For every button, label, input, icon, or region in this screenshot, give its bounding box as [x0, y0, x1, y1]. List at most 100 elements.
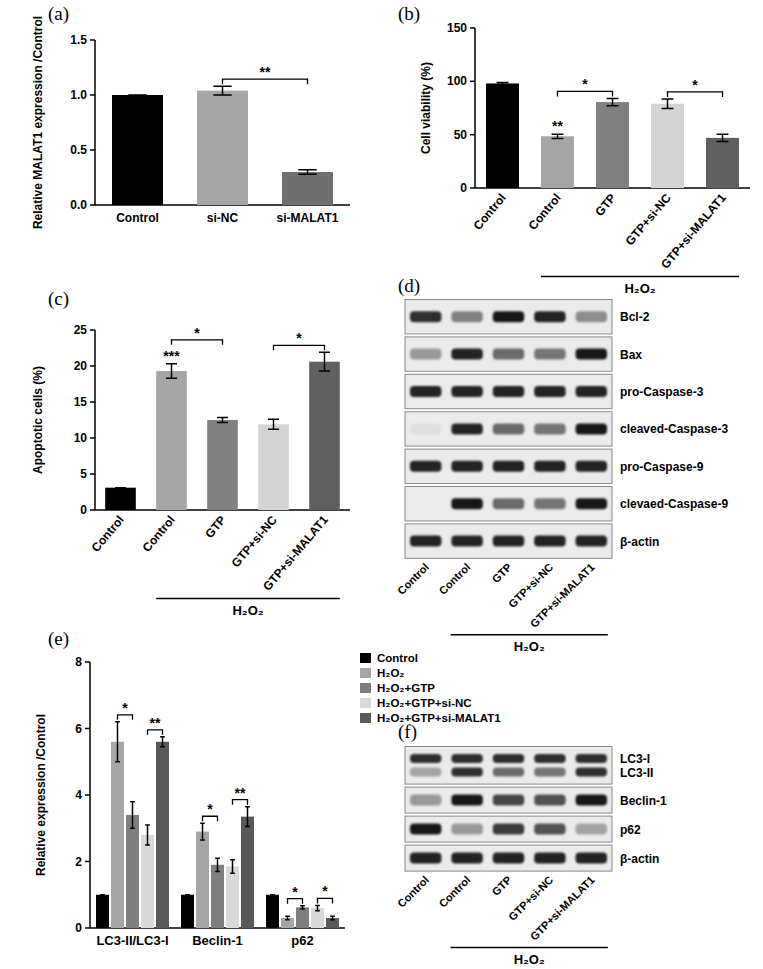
y-tick-label: 50: [454, 128, 468, 142]
blot-band: [493, 498, 524, 509]
category-label: GTP+si-NC: [229, 513, 280, 571]
blot-band: [451, 311, 482, 322]
bar: [296, 907, 309, 928]
legend-swatch: [360, 668, 371, 678]
group-line: [156, 598, 340, 600]
y-tick-label: 15: [74, 395, 88, 409]
panel-label: (d): [398, 275, 420, 297]
band-label: β-actin: [620, 535, 659, 549]
y-tick-label: 10: [74, 431, 88, 445]
blot-band: [451, 768, 482, 777]
bar: [207, 420, 238, 510]
y-tick-label: 1.5: [70, 33, 87, 47]
band-label: Bax: [620, 348, 642, 362]
bar: [112, 95, 163, 205]
category-label: GTP: [592, 191, 619, 219]
y-axis-label: Cell viability (%): [419, 62, 433, 154]
blot-band: [493, 536, 524, 547]
blot-band: [493, 754, 524, 763]
error-bar: [330, 916, 335, 919]
error-bar: [200, 823, 205, 840]
significance-label: **: [552, 118, 563, 134]
blot-band: [410, 349, 441, 360]
legend-label: H₂O₂+GTP: [377, 682, 435, 694]
bar: [156, 371, 187, 510]
y-tick-label: 0.0: [70, 198, 87, 212]
plot-area: [96, 722, 339, 928]
y-tick-label: 100: [447, 74, 467, 88]
blot-band: [576, 824, 607, 835]
lane-label: GTP: [489, 561, 513, 585]
category-labels: ControlControlGTPGTP+si-NCGTP+si-MALAT1: [89, 513, 331, 594]
bar: [309, 362, 340, 510]
bar: [266, 895, 279, 928]
band-label: pro-Caspase-9: [620, 460, 704, 474]
error-bar: [298, 170, 316, 174]
bar: [126, 815, 139, 928]
legend-label: H₂O₂: [377, 667, 404, 679]
band-label: pro-Caspase-3: [620, 385, 704, 399]
lane-label: Control: [395, 874, 431, 910]
legend-label: Control: [377, 652, 418, 664]
blot-band: [451, 536, 482, 547]
blot-band: [534, 853, 565, 864]
error-bar: [115, 487, 126, 489]
blot-band: [493, 853, 524, 864]
lane-label: Control: [436, 561, 472, 597]
blot-band: [410, 795, 441, 806]
y-tick-label: 20: [74, 359, 88, 373]
group-label: H₂O₂: [624, 281, 655, 296]
category-label: GTP+si-NC: [623, 191, 674, 249]
blot-band: [451, 386, 482, 397]
blot-band: [493, 768, 524, 777]
bar: [486, 83, 519, 188]
y-axis-label: Apoptotic cells (%): [31, 366, 45, 474]
bar: [211, 865, 224, 928]
band-label: LC3-II: [620, 766, 653, 780]
legend-label: H₂O₂+GTP+si-MALAT1: [377, 712, 501, 724]
panel-label: (a): [48, 3, 69, 25]
band-label: p62: [620, 823, 641, 837]
error-bar: [717, 134, 729, 141]
y-tick: [470, 187, 475, 189]
blot-band: [410, 498, 441, 509]
error-bar: [166, 364, 177, 378]
blot-band: [576, 386, 607, 397]
y-tick-label: 0: [460, 181, 467, 195]
error-bar: [268, 419, 279, 429]
bar: [96, 895, 109, 928]
lane-label: Control: [436, 874, 472, 910]
blot-band: [451, 824, 482, 835]
panel-label: (f): [398, 721, 417, 743]
blot-band: [534, 423, 565, 434]
blot-band: [493, 461, 524, 472]
significance-label: *: [322, 883, 328, 899]
blot-band: [493, 386, 524, 397]
blot-strip: [405, 337, 612, 371]
y-tick: [470, 81, 475, 83]
y-tick-label: 6: [75, 722, 82, 736]
panel-label: (e): [48, 628, 69, 650]
blot-band: [451, 461, 482, 472]
blot-band: [410, 768, 441, 777]
category-labels: ControlControlGTPGTP+si-NCGTP+si-MALAT1: [471, 191, 729, 272]
significance-label: *: [122, 700, 128, 716]
y-tick: [90, 204, 95, 206]
y-tick-label: 8: [75, 655, 82, 669]
blot-band: [493, 795, 524, 806]
band-label: Beclin-1: [620, 794, 667, 808]
y-tick-label: 25: [74, 323, 88, 337]
blot-band: [451, 349, 482, 360]
blot-band: [576, 311, 607, 322]
blot-strip: [405, 300, 612, 334]
error-bar: [245, 807, 250, 827]
bar: [596, 102, 629, 188]
blot-strip: [405, 787, 612, 813]
error-bar: [662, 99, 674, 109]
blot-band: [410, 853, 441, 864]
category-label: Control: [471, 191, 509, 233]
significance-label: *: [582, 76, 588, 92]
significance-label: *: [194, 325, 200, 341]
blot-band: [534, 536, 565, 547]
lane-label: GTP+si-MALAT1: [528, 561, 597, 630]
